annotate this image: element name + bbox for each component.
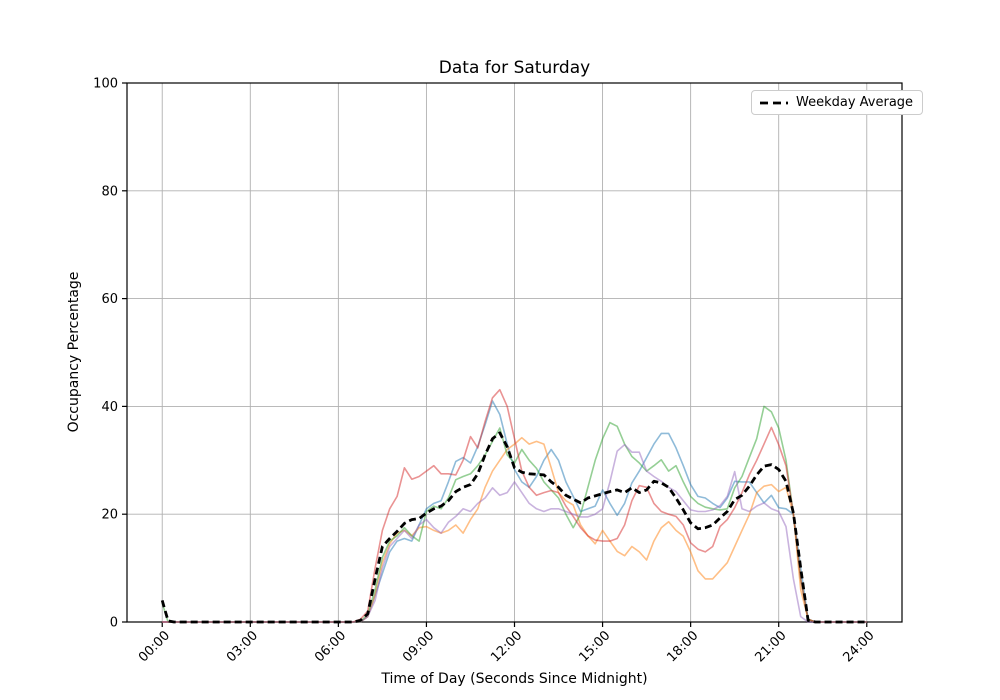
y-tick-label: 80 — [101, 184, 118, 199]
y-tick-label: 40 — [101, 400, 118, 415]
series-line-unlabeled-orange — [162, 436, 867, 623]
y-tick-label: 0 — [110, 616, 118, 631]
legend-label: Weekday Average — [796, 95, 914, 110]
series-line-unlabeled-green — [161, 405, 867, 623]
y-tick-label: 100 — [93, 77, 118, 92]
x-tick-label: 24:00 — [841, 628, 878, 665]
x-tick-label: 21:00 — [752, 628, 789, 665]
chart-title: Data for Saturday — [438, 58, 591, 78]
series-line-unlabeled-red — [162, 388, 867, 623]
series-line-unlabeled-purple — [162, 443, 867, 623]
x-tick-label: 09:00 — [400, 628, 437, 665]
y-tick-label: 60 — [101, 292, 118, 307]
x-tick-label: 18:00 — [664, 628, 701, 665]
x-tick-label: 15:00 — [576, 628, 613, 665]
y-tick-label: 20 — [101, 508, 118, 523]
x-tick-label: 06:00 — [312, 628, 349, 665]
series-line-weekday-average — [160, 431, 867, 624]
x-axis-label: Time of Day (Seconds Since Midnight) — [381, 671, 648, 687]
legend: Weekday Average — [751, 90, 924, 115]
x-tick-label: 00:00 — [136, 628, 173, 665]
x-tick-label: 03:00 — [224, 628, 261, 665]
x-tick-label: 12:00 — [488, 628, 525, 665]
legend-dash-sample-icon — [760, 101, 788, 104]
